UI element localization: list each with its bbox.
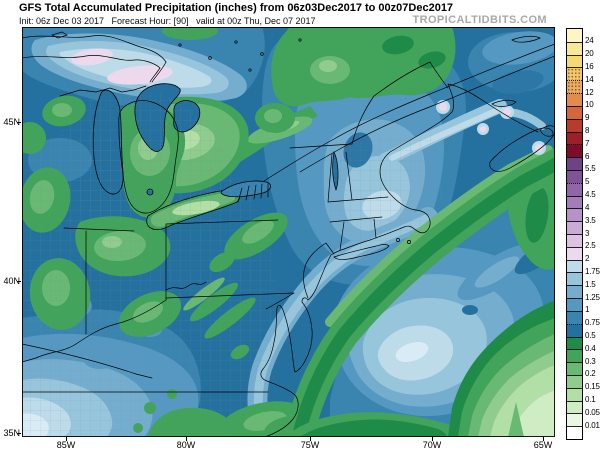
- colorbar-segment-0.4-0.5: [567, 336, 582, 350]
- colorbar-segment-6-7: [567, 144, 582, 158]
- colorbar-segment->24: [567, 29, 582, 42]
- coastlines-and-borders: [22, 27, 555, 437]
- precip-map: [22, 27, 555, 437]
- colorbar-segment-1.25-1.5: [567, 285, 582, 299]
- colorbar-segment-16-20: [567, 54, 582, 68]
- colorbar-segment-0.2-0.3: [567, 362, 582, 375]
- colorbar-segment-0.1-0.15: [567, 387, 582, 401]
- colorbar-label-8: 8: [585, 126, 590, 135]
- colorbar-label-3.5: 3.5: [585, 215, 596, 225]
- colorbar-label-1.5: 1.5: [585, 279, 596, 289]
- colorbar-label-4: 4: [585, 202, 590, 212]
- lat-tick: [17, 121, 21, 123]
- colorbar-segment-0.75-1: [567, 310, 582, 324]
- colorbar-label-1: 1: [585, 305, 590, 315]
- colorbar-segment-9-10: [567, 105, 582, 119]
- colorbar-segment-1.5-1.75: [567, 272, 582, 286]
- lon-label-85W: 85W: [56, 440, 76, 450]
- colorbar-segment-5.5-6: [567, 157, 582, 170]
- colorbar-segment-<0.01: [567, 426, 582, 439]
- colorbar-label-5: 5: [585, 177, 590, 187]
- colorbar-segment-4-4.5: [567, 195, 582, 209]
- colorbar-label-6: 6: [585, 151, 590, 161]
- colorbar-label-2: 2: [585, 254, 590, 264]
- pink-precip-maxima: [71, 48, 546, 155]
- colorbar-label-3: 3: [585, 228, 590, 238]
- colorbar-segment-14-16: [567, 67, 582, 81]
- precip-map-svg: [22, 27, 555, 437]
- lon-label-75W: 75W: [300, 440, 320, 450]
- colorbar-segment-0.01-0.05: [567, 413, 582, 427]
- colorbar-label-7: 7: [585, 138, 590, 148]
- colorbar-label-0.2: 0.2: [585, 369, 596, 379]
- colorbar-segment-0.5-0.75: [567, 323, 582, 337]
- colorbar-label-1.75: 1.75: [585, 266, 600, 276]
- colorbar-label-14: 14: [585, 74, 594, 84]
- colorbar-segment-3-3.5: [567, 221, 582, 234]
- colorbar-label-9: 9: [585, 113, 590, 123]
- colorbar-label-5.5: 5.5: [585, 164, 596, 174]
- colorbar-segment-0.05-0.1: [567, 400, 582, 414]
- colorbar-label-0.5: 0.5: [585, 331, 596, 340]
- colorbar-segment-1-1.25: [567, 298, 582, 311]
- colorbar-label-0.4: 0.4: [585, 343, 596, 353]
- init-forecast-line: Init: 06z Dec 03 2017 Forecast Hour: [90…: [19, 16, 316, 26]
- colorbar-label-0.05: 0.05: [585, 407, 600, 417]
- colorbar-label-2.5: 2.5: [585, 241, 596, 251]
- colorbar-label-0.01: 0.01: [585, 420, 600, 430]
- colorbar-label-0.3: 0.3: [585, 356, 596, 366]
- colorbar-label-20: 20: [585, 49, 594, 59]
- lon-label-65W: 65W: [533, 440, 553, 450]
- county-grid: [22, 92, 442, 437]
- lon-tick: [65, 437, 67, 441]
- colorbar-label-0.75: 0.75: [585, 318, 600, 328]
- colorbar-segment-10-12: [567, 93, 582, 106]
- colorbar-label-16: 16: [585, 61, 594, 71]
- page-title: GFS Total Accumulated Precipitation (inc…: [19, 2, 454, 14]
- colorbar-segment-4.5-5: [567, 182, 582, 196]
- lon-label-80W: 80W: [176, 440, 196, 450]
- colorbar-segment-3.5-4: [567, 208, 582, 222]
- lon-tick: [431, 437, 433, 441]
- colorbar-segment-1.75-2: [567, 259, 582, 273]
- colorbar: [566, 28, 583, 440]
- colorbar-segment-2.5-3: [567, 234, 582, 247]
- colorbar-segment-2-2.5: [567, 246, 582, 260]
- lat-tick: [17, 280, 21, 282]
- colorbar-segment-7-8: [567, 131, 582, 145]
- colorbar-segment-20-24: [567, 41, 582, 55]
- lat-label-40N: 40N: [3, 276, 20, 286]
- colorbar-label-24: 24: [585, 36, 594, 46]
- lon-label-70W: 70W: [422, 440, 442, 450]
- colorbar-segment-0.3-0.4: [567, 349, 582, 363]
- lat-label-45N: 45N: [3, 117, 20, 127]
- lon-tick: [309, 437, 311, 441]
- lat-label-35N: 35N: [3, 428, 20, 438]
- southeast-light-green-wedge: [448, 300, 555, 437]
- colorbar-segment-8-9: [567, 118, 582, 132]
- colorbar-label-4.5: 4.5: [585, 190, 596, 200]
- colorbar-segment-0.15-0.2: [567, 374, 582, 388]
- lat-tick: [17, 432, 21, 434]
- colorbar-label-12: 12: [585, 87, 594, 97]
- colorbar-label-0.1: 0.1: [585, 395, 596, 405]
- colorbar-segment-12-14: [567, 80, 582, 94]
- lon-tick: [542, 437, 544, 441]
- colorbar-label-1.25: 1.25: [585, 292, 600, 302]
- colorbar-segment-5-5.5: [567, 169, 582, 183]
- colorbar-label-0.15: 0.15: [585, 382, 600, 392]
- colorbar-label-10: 10: [585, 100, 594, 110]
- lon-tick: [185, 437, 187, 441]
- tropicaltidbits-watermark: TROPICALTIDBITS.COM: [412, 14, 547, 26]
